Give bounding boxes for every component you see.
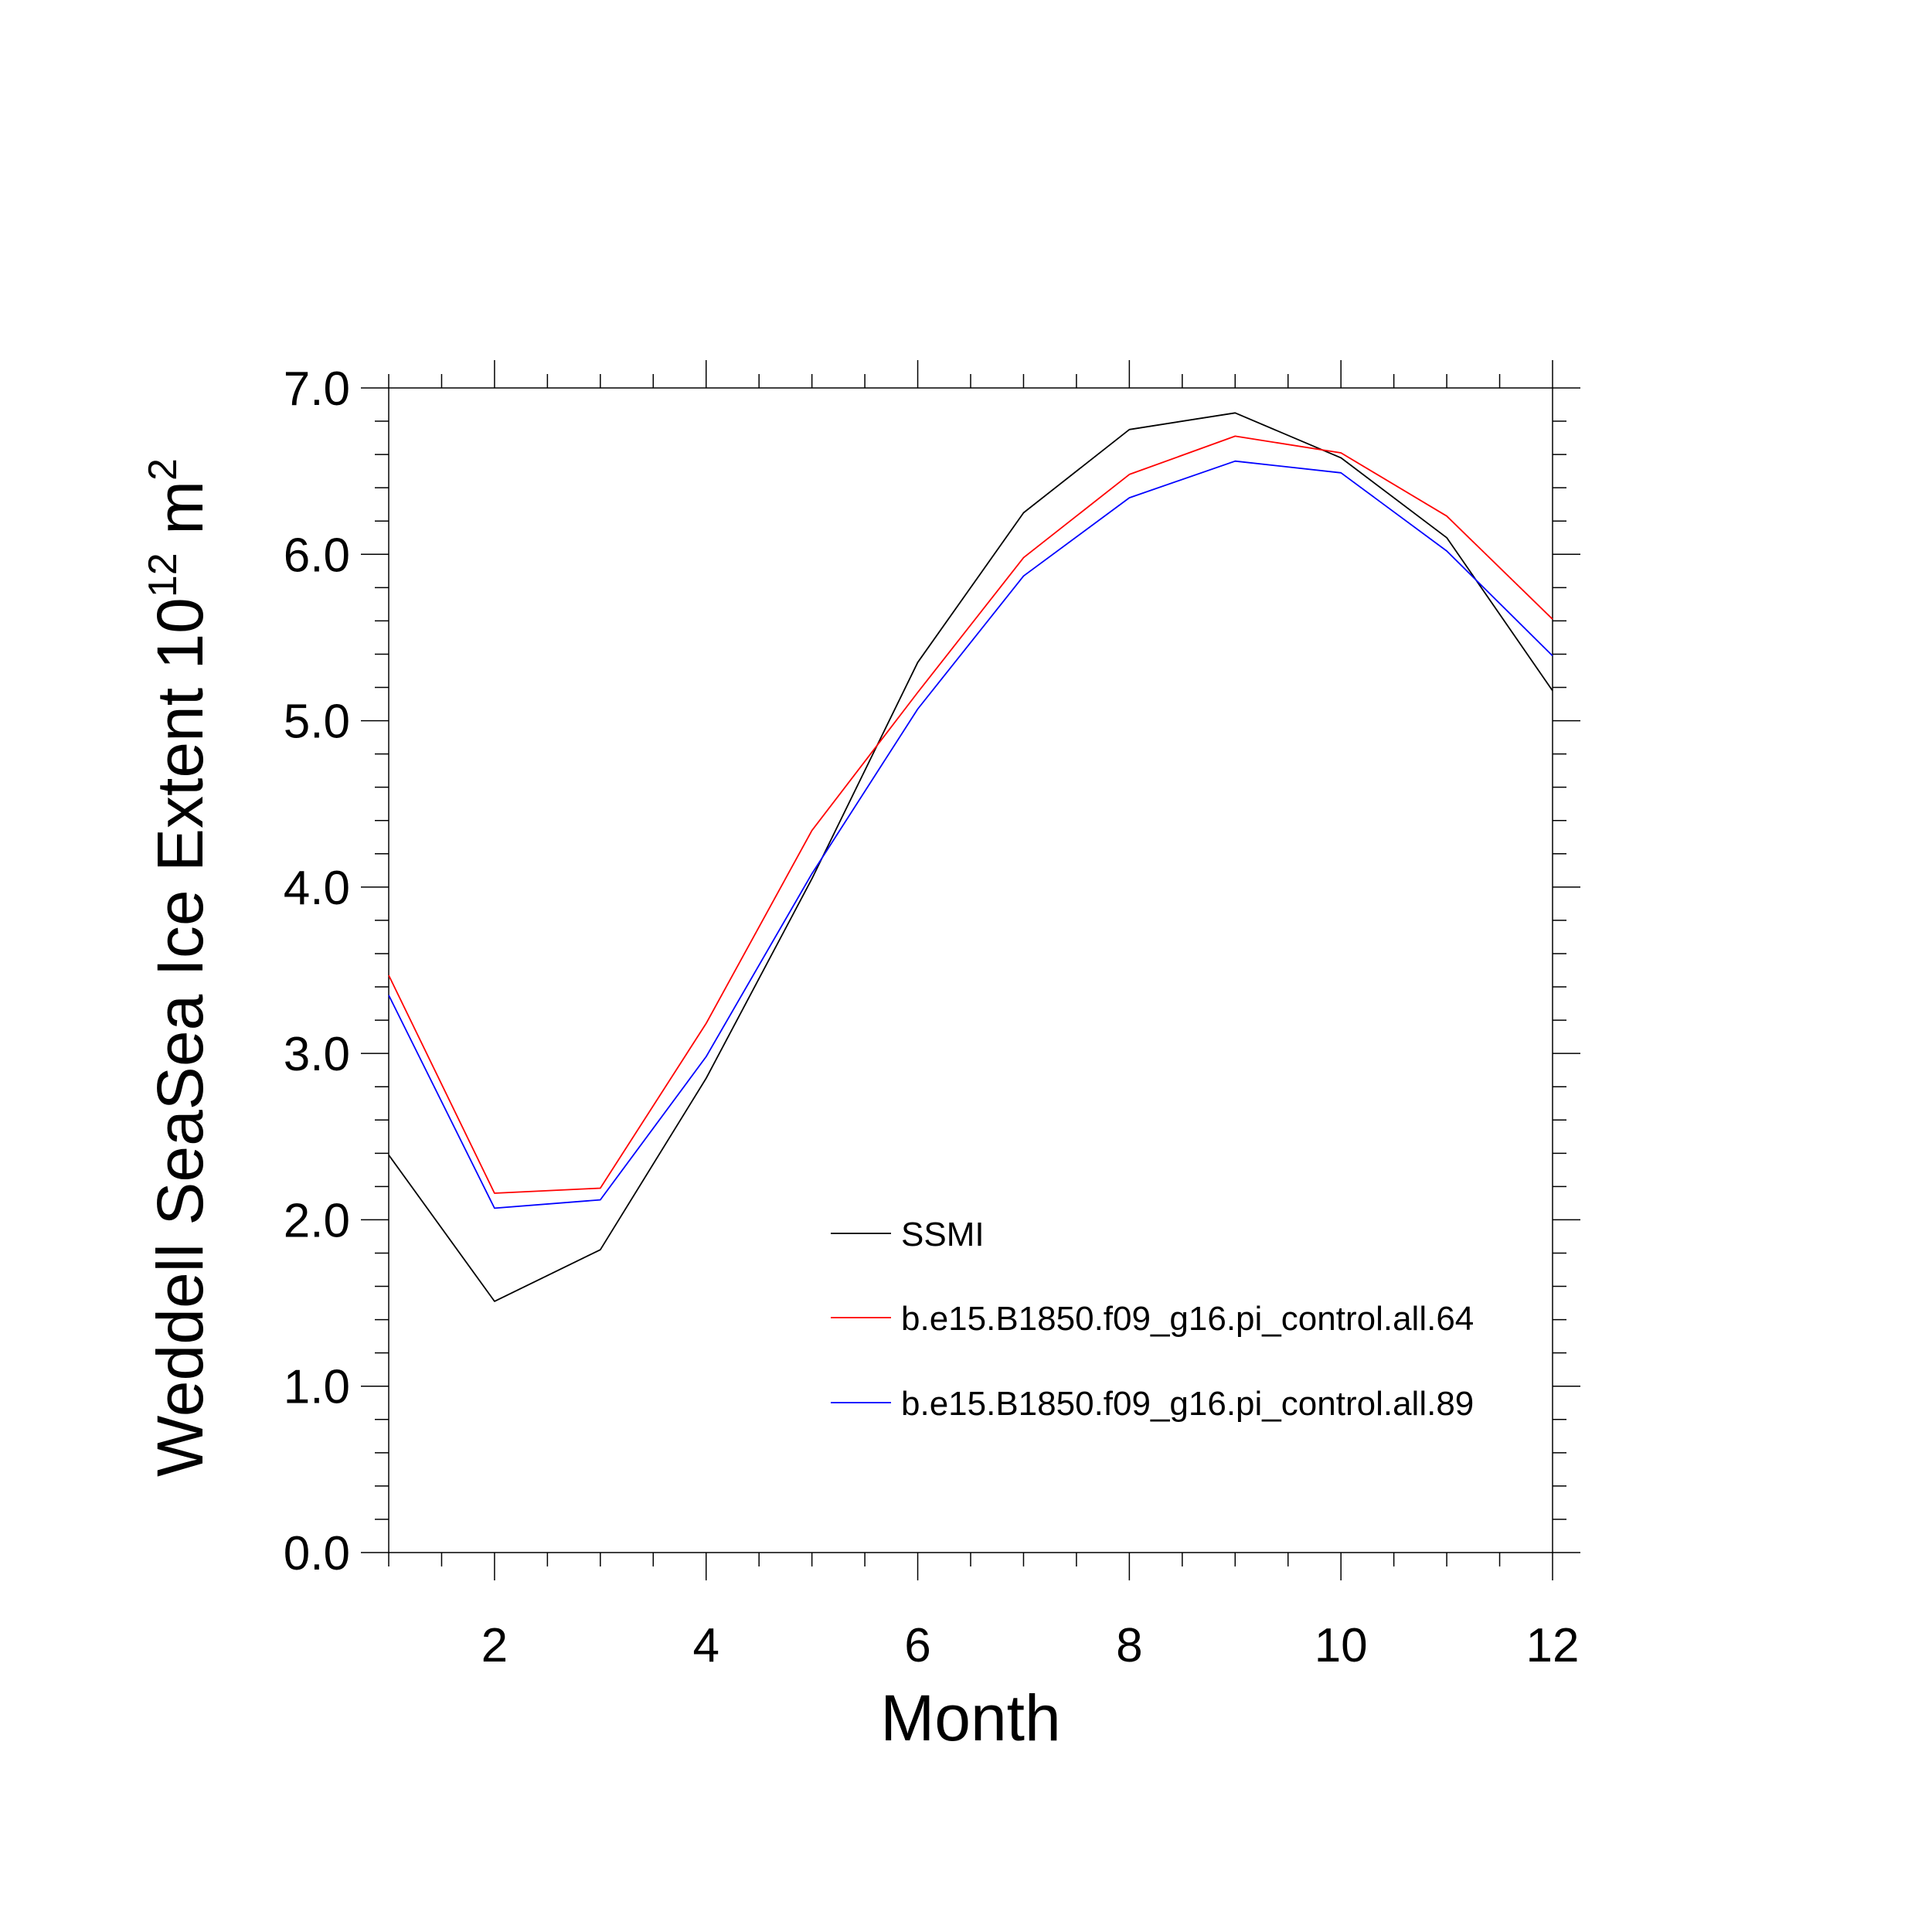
y-tick-label: 2.0 [284,1194,350,1247]
x-tick-label: 2 [481,1619,508,1672]
x-tick-label: 12 [1526,1619,1580,1672]
x-tick-label: 10 [1315,1619,1368,1672]
legend: SSMI b.e15.B1850.f09_g16.pi_control.all.6… [831,1216,1474,1423]
y-axis-title-exponent: 12 [141,553,185,597]
x-tick-label: 6 [904,1619,930,1672]
legend-label-3: b.e15.B1850.f09_g16.pi_control.all.89 [901,1385,1474,1423]
x-tick-label: 8 [1116,1619,1142,1672]
legend-label-1: SSMI [901,1216,985,1253]
y-axis-title-main: Weddell SeaSea Ice Extent 10 [144,597,216,1477]
series-line-3 [388,460,1553,1209]
y-tick-label: 4.0 [284,862,350,915]
tick-labels: 2 4 6 8 10 12 0.0 1.0 2.0 3.0 4.0 5.0 6.0 7.0 [284,362,1580,1672]
series-line-1 [388,412,1553,1302]
y-tick-label: 5.0 [284,696,350,749]
series-lines [388,412,1553,1302]
x-axis-title: Month [880,1682,1060,1754]
plot-frame [388,387,1553,1553]
y-axis-title-unit-exponent: 2 [141,458,185,481]
y-axis-title-unit: m [144,481,216,553]
y-tick-label: 1.0 [284,1361,350,1414]
legend-label-2: b.e15.B1850.f09_g16.pi_control.all.64 [901,1300,1474,1338]
axis-ticks [361,360,1580,1580]
y-tick-label: 0.0 [284,1527,350,1580]
y-tick-label: 3.0 [284,1028,350,1081]
plot-border [388,387,1553,1553]
y-tick-label: 6.0 [284,529,350,582]
y-tick-label: 7.0 [284,362,350,416]
y-axis-title: Weddell SeaSea Ice Extent 1012 m2 [141,458,216,1477]
x-tick-label: 4 [692,1619,719,1672]
series-line-2 [388,435,1553,1194]
